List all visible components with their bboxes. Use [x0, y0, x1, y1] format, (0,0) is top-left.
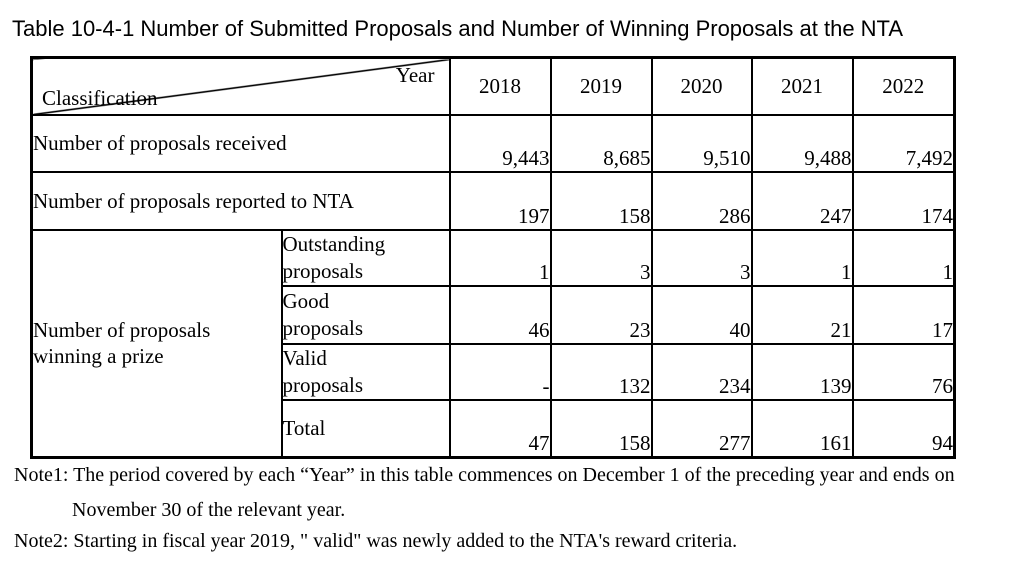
note1-line1: Note1: The period covered by each “Year”…	[14, 464, 955, 486]
subrow-label-good: Good proposals	[280, 284, 451, 345]
value-cell: 7,492	[851, 113, 956, 173]
year-header-2018: 2018	[448, 56, 552, 116]
year-header-2019: 2019	[549, 56, 653, 116]
value-cell: 1	[750, 228, 854, 287]
value-cell: 286	[650, 170, 753, 231]
value-cell: 3	[549, 228, 653, 287]
value-cell: 76	[851, 342, 956, 401]
proposals-table: Year Classification 2018 2019 2020 2021 …	[30, 56, 956, 459]
row-winning-valid: Valid proposals - 132 234 139 76	[32, 342, 956, 401]
value-cell: 277	[650, 398, 753, 459]
value-cell: 234	[650, 342, 753, 401]
value-cell: 40	[650, 284, 753, 345]
value-cell: 158	[549, 398, 653, 459]
corner-header-cell: Year Classification	[30, 56, 451, 116]
year-header-2022: 2022	[851, 56, 956, 116]
header-row: Year Classification 2018 2019 2020 2021 …	[30, 56, 956, 116]
value-cell: 161	[750, 398, 854, 459]
value-cell: -	[448, 342, 552, 401]
value-cell: 3	[650, 228, 753, 287]
page-title: Table 10-4-1 Number of Submitted Proposa…	[12, 16, 904, 41]
corner-classification-label: Classification	[42, 85, 158, 110]
value-cell: 8,685	[549, 113, 653, 173]
subrow-label-outstanding: Outstanding proposals	[280, 228, 451, 287]
value-cell: 1	[851, 228, 956, 287]
note1-line2: November 30 of the relevant year.	[72, 499, 346, 521]
subrow-label-valid: Valid proposals	[280, 342, 451, 401]
row-proposals-reported: Number of proposals reported to NTA 197 …	[30, 170, 956, 231]
note1: Note1: The period covered by each “Year”…	[14, 458, 955, 528]
row-label-reported: Number of proposals reported to NTA	[30, 170, 451, 231]
value-cell: 158	[549, 170, 653, 231]
value-cell: 17	[851, 284, 956, 345]
year-header-2021: 2021	[750, 56, 854, 116]
value-cell: 247	[750, 170, 854, 231]
value-cell: 21	[750, 284, 854, 345]
value-cell: 139	[750, 342, 854, 401]
value-cell: 47	[448, 398, 552, 459]
value-cell: 9,488	[750, 113, 854, 173]
value-cell: 23	[549, 284, 653, 345]
note2: Note2: Starting in fiscal year 2019, " v…	[14, 530, 738, 552]
row-label-winning-group: Number of proposals winning a prize	[30, 228, 283, 459]
subrow-label-total: Total	[280, 398, 451, 459]
row-winning-outstanding: Number of proposals winning a prize Outs…	[30, 228, 956, 459]
value-cell: 46	[448, 284, 552, 345]
value-cell: 197	[448, 170, 552, 231]
corner-year-label: Year	[395, 63, 435, 87]
row-winning-total: Total 47 158 277 161 94	[32, 398, 956, 459]
row-proposals-received: Number of proposals received 9,443 8,685…	[30, 113, 956, 173]
value-cell: 9,443	[448, 113, 552, 173]
year-header-2020: 2020	[650, 56, 753, 116]
value-cell: 94	[851, 398, 956, 459]
value-cell: 174	[851, 170, 956, 231]
value-cell: 1	[448, 228, 552, 287]
row-label-received: Number of proposals received	[30, 113, 451, 173]
value-cell: 9,510	[650, 113, 753, 173]
value-cell: 132	[549, 342, 653, 401]
row-winning-good: Good proposals 46 23 40 21 17	[32, 284, 956, 345]
